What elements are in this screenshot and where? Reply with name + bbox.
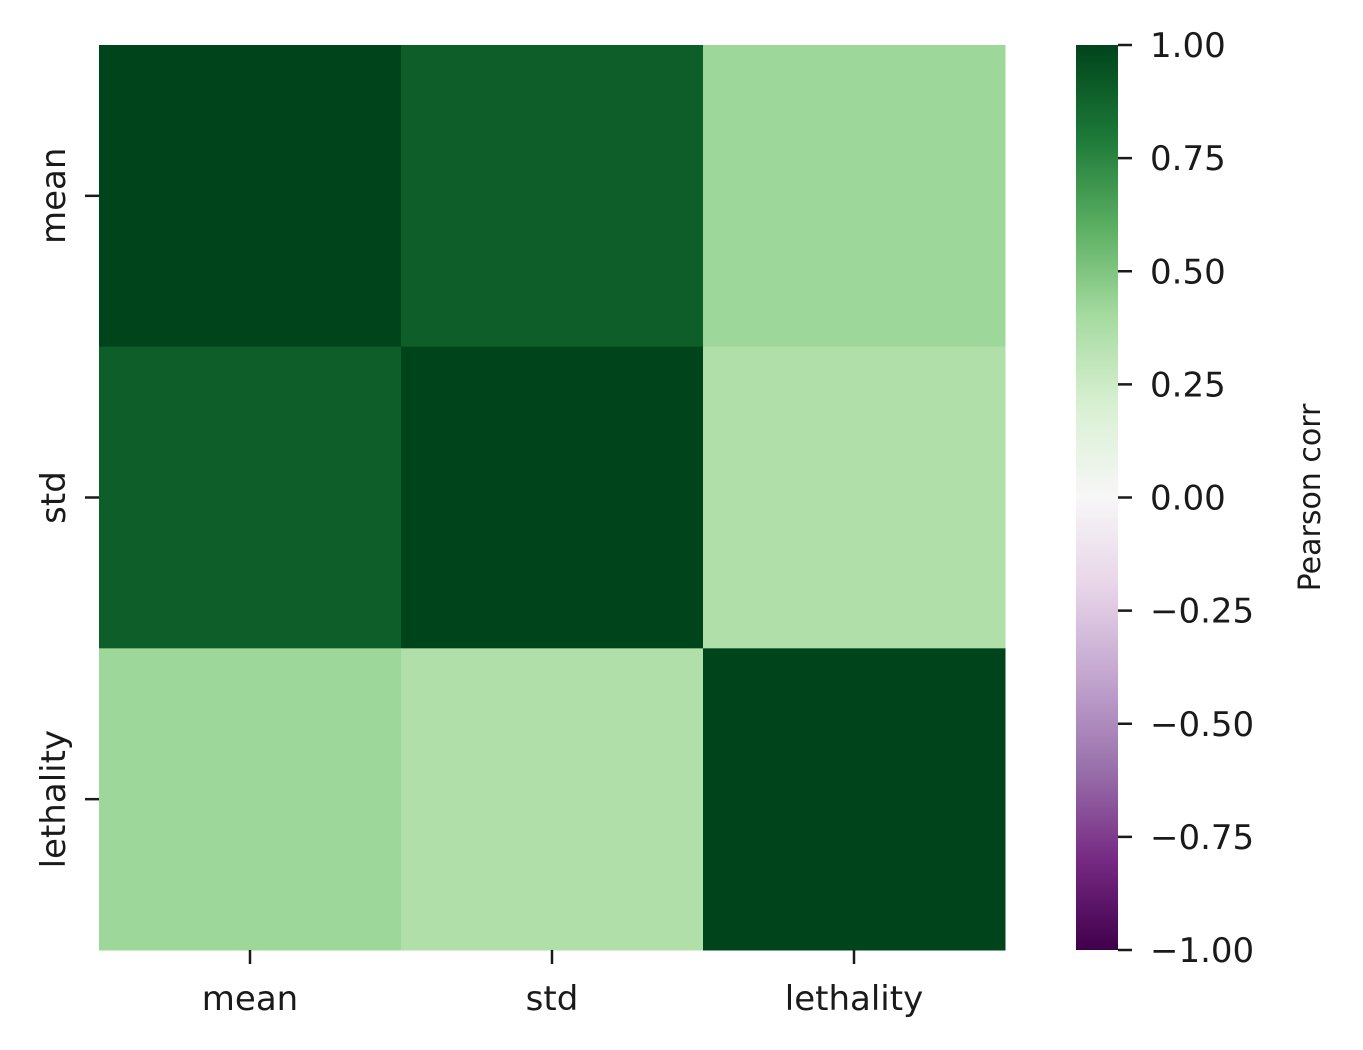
heatmap-cell [401,648,704,951]
y-tick-label: lethality [34,730,74,868]
heatmap-cell [703,45,1006,348]
x-tick-label: std [526,979,579,1019]
colorbar-tick-label: −1.00 [1150,931,1254,971]
y-tick-label: std [34,471,74,524]
heatmap-cell [401,45,704,348]
heatmap-cell [99,648,402,951]
colorbar-tick-label: −0.50 [1150,705,1254,745]
heatmap-cell [99,346,402,649]
x-tick-label: mean [202,979,298,1019]
colorbar-tick-label: 0.25 [1150,365,1226,405]
heatmap-cell [401,346,704,649]
colorbar-gradient [1076,45,1118,950]
heatmap-cell [703,648,1006,951]
x-tick-label: lethality [785,979,923,1019]
heatmap-cell [99,45,402,348]
colorbar-tick-label: 1.00 [1150,26,1226,66]
heatmap-cell [703,346,1006,649]
colorbar-tick-label: −0.25 [1150,592,1254,632]
colorbar: 1.00 0.75 0.50 0.25 0.00 −0.25 −0.50 −0.75 −1.00… [1076,26,1328,971]
y-axis: mean std lethality [34,148,99,868]
heatmap-cells [99,45,1006,951]
colorbar-tick-label: −0.75 [1150,818,1254,858]
colorbar-tick-label: 0.75 [1150,139,1226,179]
colorbar-tick-label: 0.00 [1150,479,1226,519]
x-axis: mean std lethality [202,950,923,1019]
colorbar-ticks: 1.00 0.75 0.50 0.25 0.00 −0.25 −0.50 −0.75 −1.00 [1118,26,1254,971]
y-tick-label: mean [34,148,74,244]
colorbar-tick-label: 0.50 [1150,252,1226,292]
colorbar-label: Pearson corr [1293,403,1328,591]
